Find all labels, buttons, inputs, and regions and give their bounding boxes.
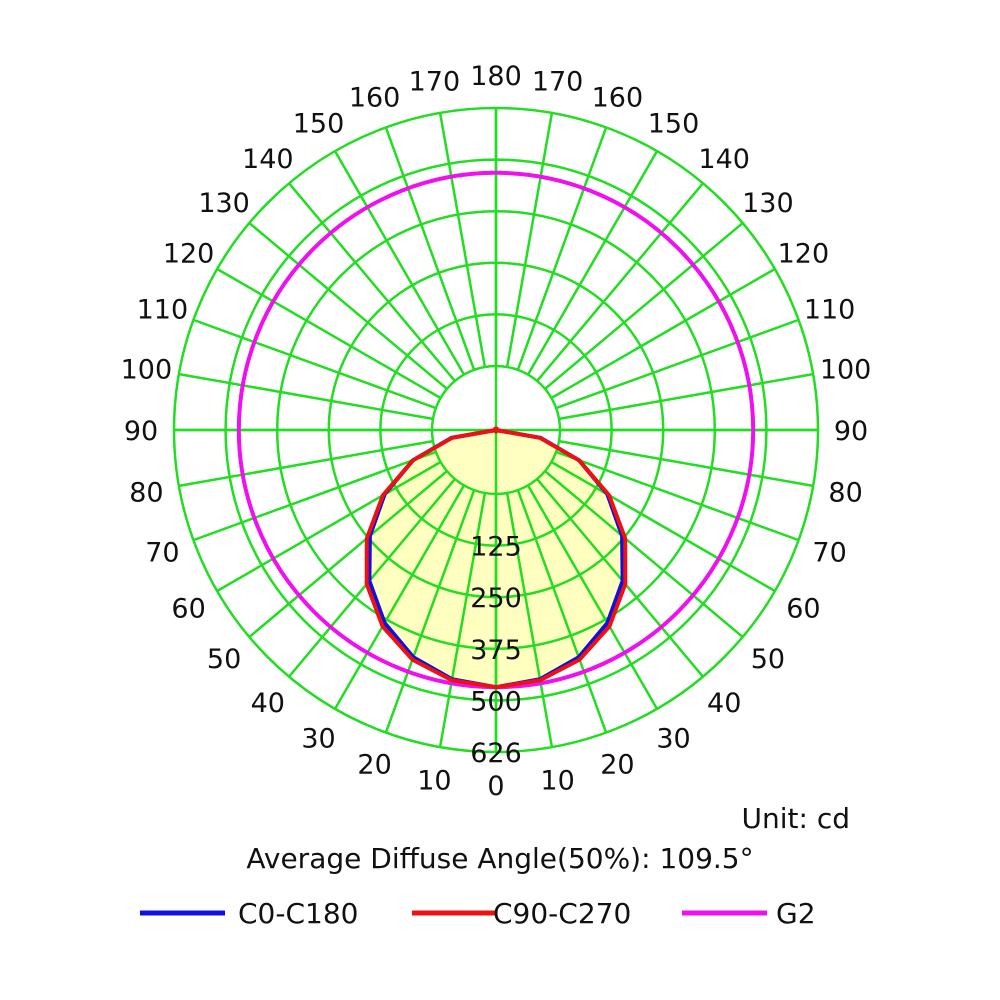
radial-label-626: 626 (470, 738, 522, 769)
angle-label-170-right: 170 (532, 66, 584, 97)
angle-label-60-right: 60 (786, 594, 820, 625)
grid-spoke (216, 460, 442, 593)
angle-label-120-left: 120 (163, 239, 215, 270)
angle-label-10-left: 10 (417, 766, 451, 797)
grid-spoke (248, 222, 448, 390)
angle-label-30-left: 30 (301, 723, 335, 754)
grid-spoke (216, 267, 442, 400)
angle-label-70-left: 70 (145, 537, 179, 568)
angle-label-150-right: 150 (648, 109, 700, 140)
grid-spoke (555, 450, 800, 542)
series-curves (236, 170, 756, 690)
grid-spoke (333, 484, 466, 710)
unit-label: Unit: cd (742, 802, 851, 835)
legend-label-c90-c270: C90-C270 (493, 897, 631, 930)
grid-spoke (333, 150, 466, 376)
angle-label-90-left: 90 (124, 416, 158, 447)
grid-spoke (505, 492, 554, 748)
grid-spoke (438, 112, 487, 368)
angle-label-150-left: 150 (293, 109, 345, 140)
grid-spoke (438, 492, 487, 748)
grid-spoke (526, 150, 659, 376)
grid-spoke (558, 372, 814, 421)
grid-spoke (192, 318, 437, 410)
angle-label-70-right: 70 (812, 537, 846, 568)
grid-spoke (550, 267, 776, 400)
angle-label-130-left: 130 (198, 188, 250, 219)
angle-label-80-right: 80 (828, 478, 862, 509)
angle-label-160-right: 160 (592, 82, 644, 113)
grid-spoke (544, 470, 744, 638)
legend-label-c0-c180: C0-C180 (238, 897, 358, 930)
grid-spoke (516, 126, 608, 371)
origin-point (492, 426, 500, 434)
angle-labels: 0 101020203030404050506060707080809090100… (121, 61, 872, 802)
grid-spoke (288, 478, 456, 678)
series-c90-c270-curve (364, 428, 628, 690)
polar-grid (172, 106, 820, 754)
angle-label-100-right: 100 (820, 354, 872, 385)
angle-label-50-left: 50 (207, 644, 241, 675)
angle-label-140-left: 140 (242, 144, 294, 175)
legend: C0-C180 C90-C270 G2 (140, 897, 816, 930)
radial-label-500: 500 (470, 686, 522, 717)
grid-spoke (555, 318, 800, 410)
angle-label-170-left: 170 (409, 66, 461, 97)
angle-label-20-left: 20 (357, 750, 391, 781)
angle-label-60-left: 60 (171, 594, 205, 625)
grid-spoke (505, 112, 554, 368)
grid-spoke (178, 372, 434, 421)
grid-spoke (178, 439, 434, 488)
angle-label-50-right: 50 (751, 644, 785, 675)
grid-spoke (384, 126, 476, 371)
grid-spoke (384, 489, 476, 734)
radial-label-250: 250 (470, 583, 522, 614)
grid-spoke (526, 484, 659, 710)
angle-label-20-right: 20 (600, 750, 634, 781)
angle-label-140-right: 140 (698, 144, 750, 175)
grid-spoke (536, 182, 704, 382)
grid-spoke (192, 450, 437, 542)
radial-labels: 125 250 375 500 626 (470, 532, 522, 769)
grid-spoke (536, 478, 704, 678)
angle-label-100-left: 100 (121, 354, 173, 385)
grid-spoke (550, 460, 776, 593)
legend-label-g2: G2 (776, 897, 816, 930)
angle-label-180-right: 180 (470, 61, 522, 92)
grid-spoke (516, 489, 608, 734)
grid-spoke (558, 439, 814, 488)
angle-label-90-right: 90 (834, 416, 868, 447)
angle-label-110-right: 110 (804, 295, 856, 326)
angle-label-120-right: 120 (778, 239, 830, 270)
grid-spoke (544, 222, 744, 390)
angle-label-0-right: 0 (487, 771, 504, 802)
grid-spoke (288, 182, 456, 382)
angle-label-130-right: 130 (742, 188, 794, 219)
angle-label-10-right: 10 (540, 766, 574, 797)
angle-label-40-right: 40 (707, 688, 741, 719)
angle-label-40-left: 40 (251, 688, 285, 719)
average-diffuse-angle-label: Average Diffuse Angle(50%): 109.5° (246, 842, 753, 875)
grid-spoke (248, 470, 448, 638)
angle-label-80-left: 80 (129, 478, 163, 509)
angle-label-160-left: 160 (349, 82, 401, 113)
angle-label-110-left: 110 (137, 295, 189, 326)
radial-label-125: 125 (470, 532, 522, 563)
angle-label-30-right: 30 (656, 723, 690, 754)
radial-label-375: 375 (470, 635, 522, 666)
